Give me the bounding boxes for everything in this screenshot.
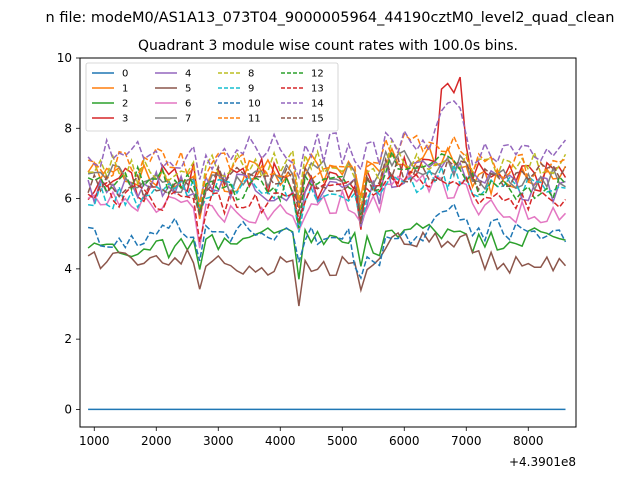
- figure-suptitle: n file: modeM0/AS1A13_073T04_9000005964_…: [46, 10, 615, 26]
- x-tick-label: 5000: [327, 434, 358, 448]
- y-tick-label: 0: [64, 402, 72, 416]
- series-group: [87, 76, 567, 411]
- legend-label-15: 15: [311, 114, 324, 125]
- legend-box: [85, 62, 339, 132]
- legend-label-5: 5: [185, 84, 191, 95]
- legend-label-6: 6: [185, 99, 191, 110]
- y-tick-label: 8: [64, 121, 72, 135]
- series-line-8: [88, 138, 567, 208]
- legend-label-7: 7: [185, 114, 191, 125]
- series-line-2: [87, 222, 566, 280]
- series-line-14: [87, 100, 567, 180]
- x-tick-label: 8000: [513, 434, 544, 448]
- legend-label-2: 2: [122, 99, 128, 110]
- legend-label-0: 0: [122, 69, 128, 80]
- legend-label-11: 11: [248, 114, 261, 125]
- series-line-13: [87, 170, 567, 243]
- legend-label-3: 3: [122, 114, 128, 125]
- legend-label-8: 8: [248, 69, 254, 80]
- y-axis: 0 2 4 6 8 10: [57, 51, 80, 416]
- y-tick-label: 2: [64, 332, 72, 346]
- x-tick-label: 6000: [389, 434, 420, 448]
- y-tick-label: 4: [64, 262, 72, 276]
- x-axis: 1000 2000 3000 4000 5000 6000 7000 8000: [79, 427, 544, 448]
- series-line-15: [87, 155, 567, 225]
- series-line-10: [87, 202, 567, 280]
- y-tick-label: 10: [57, 51, 72, 65]
- chart-title: Quadrant 3 module wise count rates with …: [138, 38, 518, 54]
- y-tick-label: 6: [64, 192, 72, 206]
- series-line-1: [87, 144, 567, 220]
- series-line-5: [87, 230, 567, 307]
- x-tick-label: 2000: [141, 434, 172, 448]
- legend-label-9: 9: [248, 84, 254, 95]
- x-offset-label: +4.3901e8: [509, 455, 576, 469]
- legend-label-10: 10: [248, 99, 261, 110]
- legend-label-1: 1: [122, 84, 128, 95]
- legend-label-12: 12: [311, 69, 324, 80]
- x-tick-label: 3000: [203, 434, 234, 448]
- series-line-12: [87, 149, 567, 229]
- series-line-9: [88, 162, 566, 233]
- legend-label-14: 14: [311, 99, 324, 110]
- plot-frame: [79, 57, 577, 428]
- legend-label-4: 4: [185, 69, 191, 80]
- x-tick-label: 7000: [451, 434, 482, 448]
- x-tick-label: 1000: [79, 434, 110, 448]
- legend-label-13: 13: [311, 84, 324, 95]
- x-tick-label: 4000: [265, 434, 296, 448]
- series-line-11: [87, 132, 566, 210]
